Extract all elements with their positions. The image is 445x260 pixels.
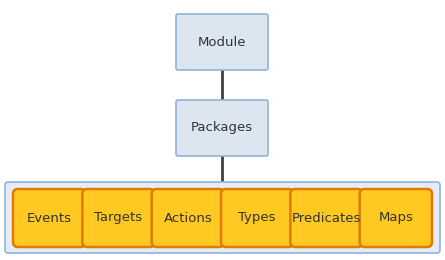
- Text: Predicates: Predicates: [292, 211, 361, 224]
- FancyBboxPatch shape: [290, 189, 363, 247]
- Text: Maps: Maps: [378, 211, 413, 224]
- Text: Module: Module: [198, 36, 246, 49]
- Text: Actions: Actions: [163, 211, 212, 224]
- FancyBboxPatch shape: [360, 189, 432, 247]
- FancyBboxPatch shape: [5, 182, 440, 253]
- FancyBboxPatch shape: [152, 189, 224, 247]
- FancyBboxPatch shape: [176, 100, 268, 156]
- FancyBboxPatch shape: [13, 189, 85, 247]
- FancyBboxPatch shape: [82, 189, 155, 247]
- Text: Types: Types: [239, 211, 276, 224]
- FancyBboxPatch shape: [221, 189, 293, 247]
- Text: Targets: Targets: [94, 211, 142, 224]
- FancyBboxPatch shape: [176, 14, 268, 70]
- Text: Packages: Packages: [191, 121, 253, 134]
- Text: Events: Events: [27, 211, 72, 224]
